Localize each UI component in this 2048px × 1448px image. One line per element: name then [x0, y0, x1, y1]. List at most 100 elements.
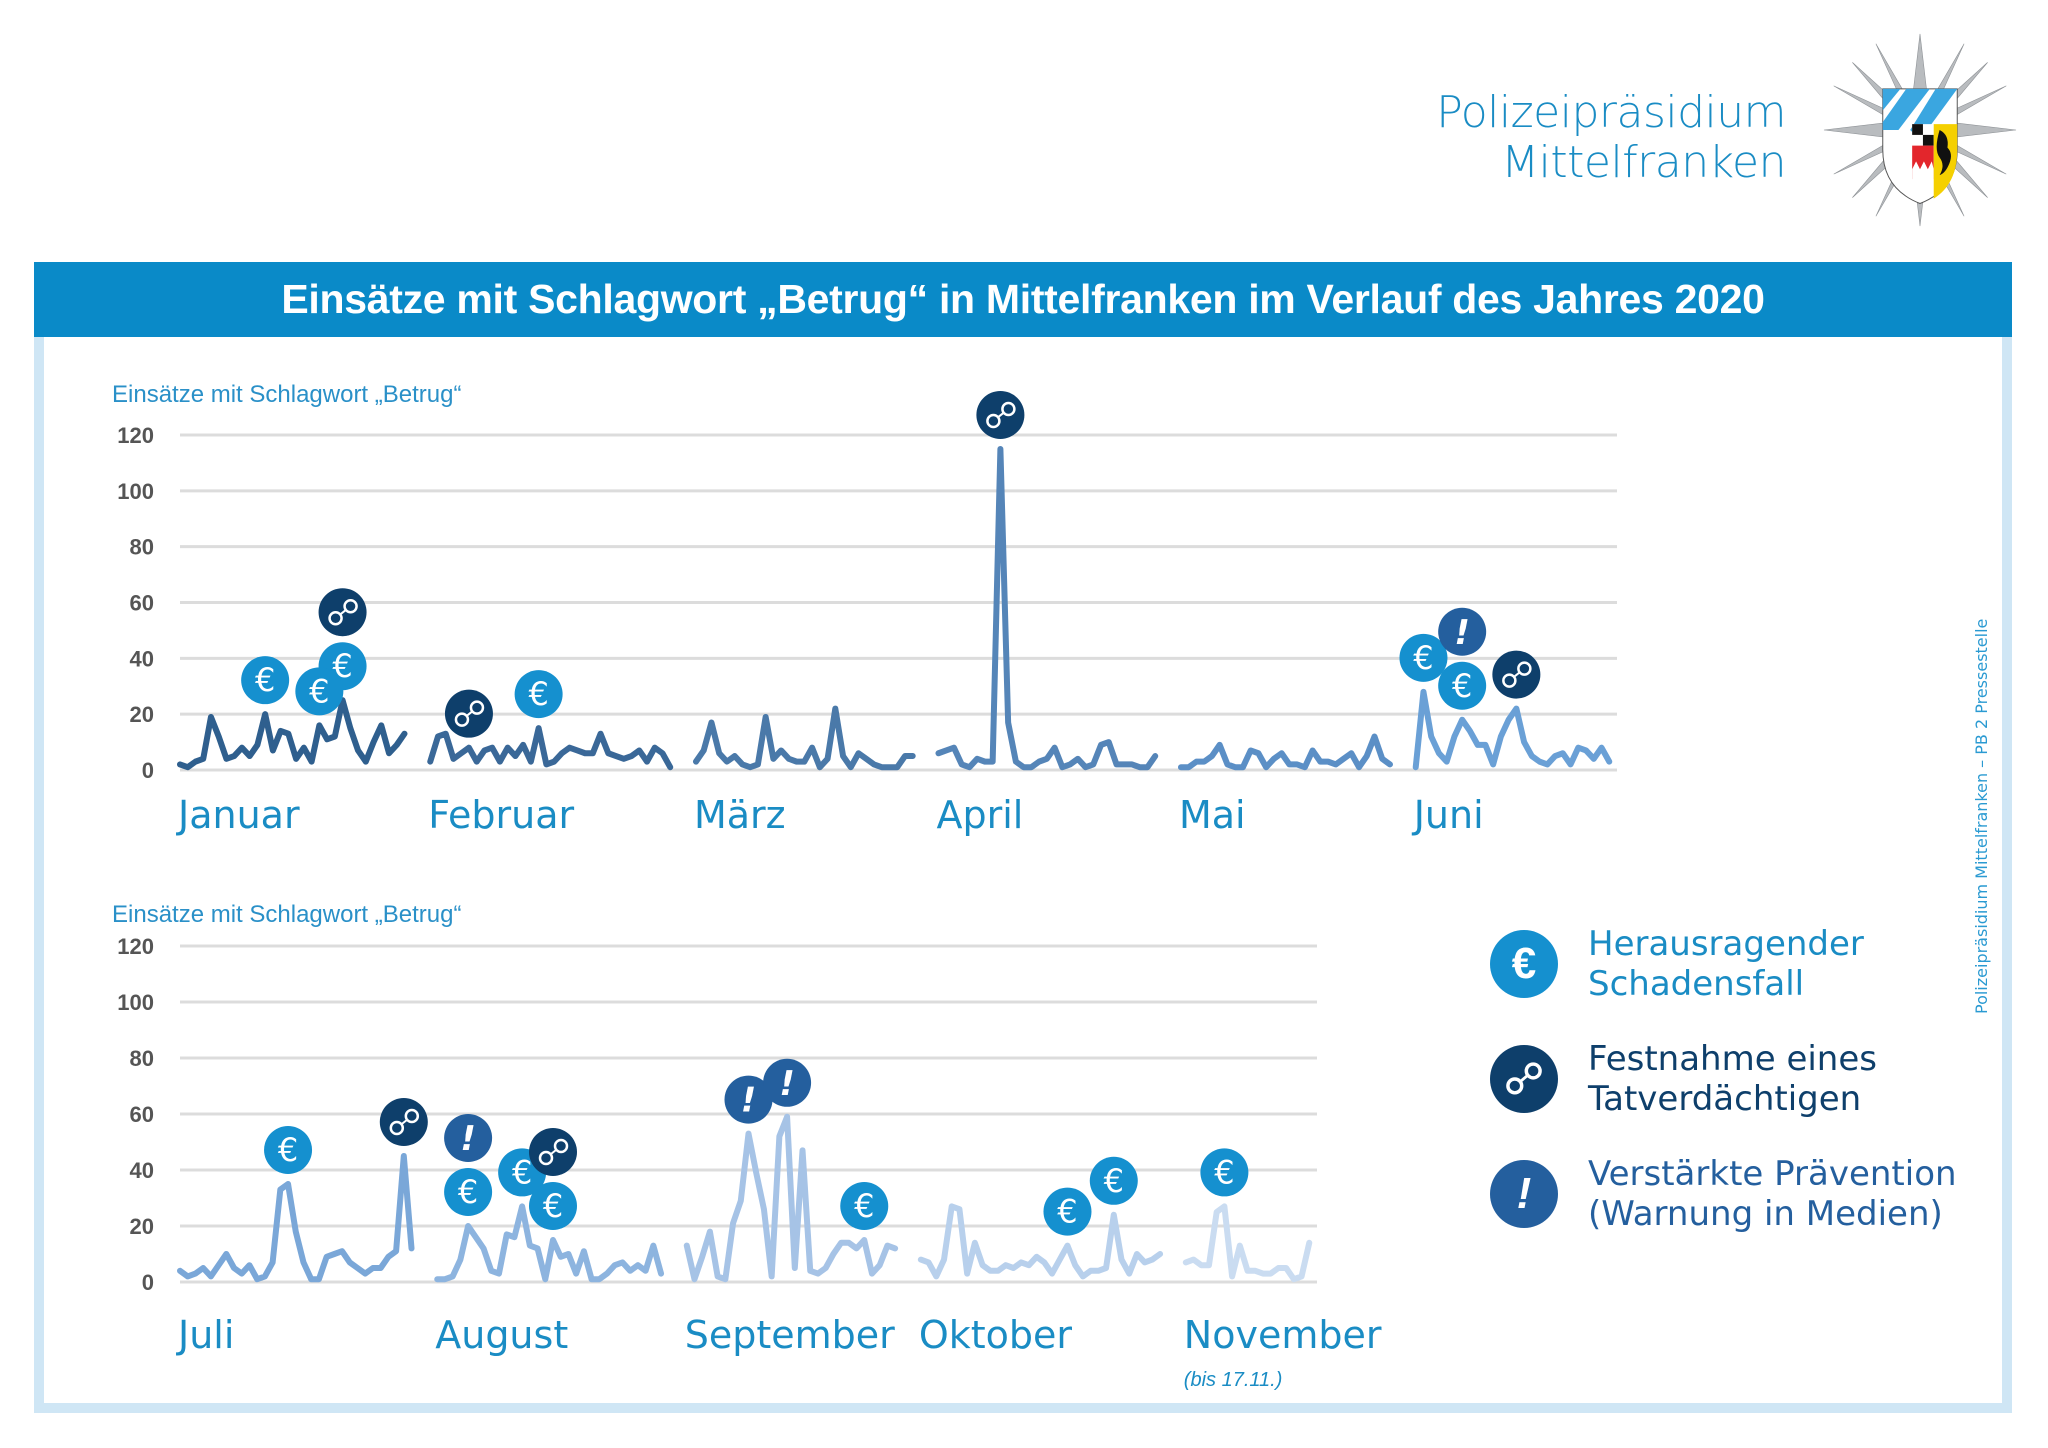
cuff-chain — [997, 412, 1005, 418]
month-label: Juli — [176, 1313, 234, 1357]
series-line-august — [434, 1203, 665, 1283]
marker-circle — [295, 667, 344, 716]
marker-circle — [1089, 1156, 1138, 1205]
month-label: Oktober — [919, 1313, 1073, 1357]
month-label: Mai — [1179, 793, 1246, 837]
legend-euro-line2: Schadensfall — [1588, 964, 1805, 1004]
handcuffs-icon — [379, 1098, 428, 1146]
cuff-right — [469, 700, 485, 715]
month-label: September — [685, 1313, 895, 1357]
euro-icon: € — [1200, 1148, 1249, 1197]
cuff-chain — [1513, 671, 1520, 678]
y-tick-label: 100 — [117, 479, 154, 504]
cuff-right — [553, 1138, 569, 1154]
euro-glyph: € — [278, 1131, 298, 1169]
month-label: Juni — [1412, 793, 1484, 837]
cuff-chain — [466, 710, 473, 717]
euro-glyph: € — [854, 1187, 874, 1225]
euro-icon: € — [444, 1168, 493, 1216]
legend-warn-line2: (Warnung in Medien) — [1588, 1194, 1943, 1234]
marker-circle — [840, 1182, 889, 1230]
euro-icon: € — [1490, 930, 1558, 998]
marker-circle — [529, 1182, 577, 1230]
marker-circle — [444, 1114, 493, 1162]
marker-circle — [763, 1058, 812, 1107]
month-label: Februar — [428, 793, 574, 837]
series-line-april — [935, 445, 1159, 771]
chart-jan-jun: Einsätze mit Schlagwort „Betrug“ 0 20 40 60 8… — [112, 381, 1617, 837]
euro-glyph: € — [1413, 639, 1433, 677]
exclamation-icon: ! — [724, 1075, 773, 1124]
cuff-left — [538, 1150, 554, 1166]
police-badge-logo — [1823, 33, 2017, 227]
y-tick-label: 40 — [130, 1158, 154, 1183]
month-label: April — [936, 793, 1023, 837]
legend-cuffs-line1: Festnahme eines — [1588, 1039, 1877, 1079]
cuff-right — [1517, 661, 1532, 676]
handcuffs-icon — [976, 390, 1025, 439]
marker-circle — [724, 1075, 773, 1124]
y-tick-label: 40 — [130, 646, 154, 671]
legend-item-euro: € Herausragender Schadensfall — [1490, 920, 1957, 1008]
month-label: August — [435, 1313, 568, 1357]
series-line-mai — [1177, 733, 1393, 771]
legend-euro-line1: Herausragender — [1588, 924, 1864, 964]
euro-glyph: € — [528, 675, 548, 713]
euro-glyph: € — [1452, 667, 1472, 705]
cuff-left — [389, 1120, 405, 1136]
euro-glyph: € — [255, 661, 275, 699]
month-label: März — [694, 793, 786, 837]
month-label: November — [1184, 1313, 1382, 1357]
series-line-juli — [177, 1153, 415, 1283]
legend-cuffs-line2: Tatverdächtigen — [1588, 1079, 1862, 1119]
cuff-left — [454, 712, 470, 727]
euro-glyph: € — [1214, 1153, 1234, 1191]
euro-icon: € — [1438, 661, 1487, 710]
y-tick-label: 120 — [117, 423, 154, 448]
chart-jul-nov: Einsätze mit Schlagwort „Betrug“ 0 20 40 60 8… — [112, 901, 1382, 1391]
euro-icon: € — [514, 670, 563, 719]
exclamation-icon: ! — [1438, 607, 1487, 656]
cuff-left — [328, 610, 343, 626]
y-tick-label: 60 — [130, 591, 154, 616]
series-line-januar — [177, 697, 408, 771]
euro-glyph: € — [458, 1173, 478, 1211]
euro-icon: € — [264, 1126, 313, 1174]
legend-item-handcuffs: Festnahme eines Tatverdächtigen — [1490, 1035, 1957, 1123]
organization-name: Polizeipräsidium Mittelfranken — [1436, 88, 1786, 188]
cuff-right — [1001, 401, 1016, 417]
y-axis-title: Einsätze mit Schlagwort „Betrug“ — [112, 901, 461, 928]
exclamation-glyph: ! — [741, 1081, 757, 1121]
marker-circle — [444, 1168, 493, 1216]
exclamation-glyph: ! — [779, 1064, 795, 1104]
y-tick-label: 100 — [117, 990, 154, 1015]
date-range-note: (bis 17.11.) — [1184, 1369, 1283, 1391]
euro-icon: € — [1089, 1156, 1138, 1205]
series-line-september — [683, 1113, 899, 1283]
chart-title: Einsätze mit Schlagwort „Betrug“ in Mitt… — [281, 276, 1765, 322]
marker-circle — [514, 670, 563, 719]
handcuffs-icon — [1492, 650, 1541, 699]
y-tick-label: 80 — [130, 535, 154, 560]
y-axis-title: Einsätze mit Schlagwort „Betrug“ — [112, 381, 461, 408]
cuff-left — [986, 413, 1001, 429]
euro-glyph: € — [1057, 1193, 1077, 1231]
exclamation-icon: ! — [763, 1058, 812, 1107]
euro-glyph: € — [1104, 1162, 1124, 1200]
marker-circle — [1200, 1148, 1249, 1197]
legend-warn-line1: Verstärkte Prävention — [1588, 1154, 1957, 1194]
exclamation-glyph: ! — [1454, 613, 1470, 653]
euro-glyph: € — [512, 1153, 532, 1191]
marker-circle — [1399, 633, 1448, 682]
handcuffs-icon — [1490, 1045, 1558, 1113]
month-label: Januar — [176, 793, 300, 837]
euro-glyph: € — [543, 1187, 563, 1225]
handcuffs-icon — [444, 689, 493, 738]
handcuffs-icon — [318, 588, 367, 637]
org-line-2: Mittelfranken — [1501, 137, 1786, 188]
org-line-1: Polizeipräsidium — [1436, 87, 1786, 138]
y-tick-label: 20 — [130, 702, 154, 727]
cuff-chain — [550, 1149, 557, 1155]
cuff-right — [343, 598, 358, 614]
